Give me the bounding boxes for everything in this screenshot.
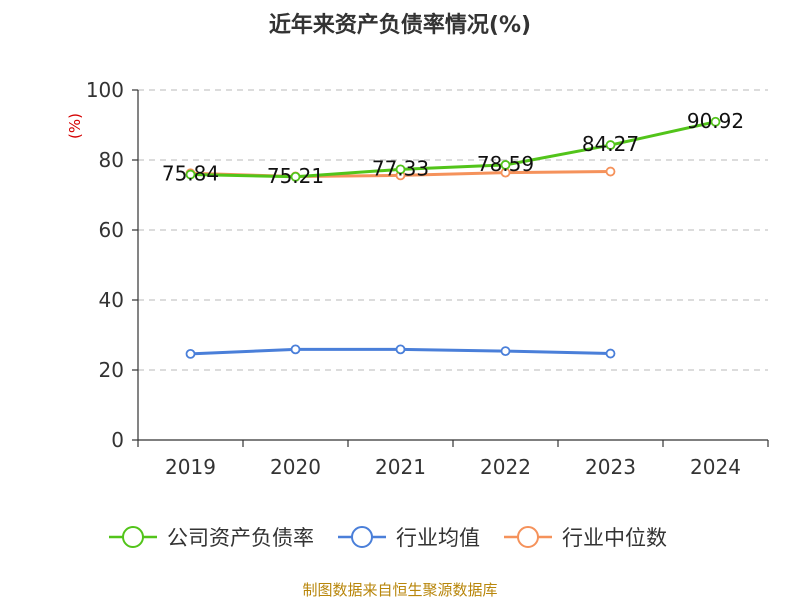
y-tick-label: 60 xyxy=(99,218,124,242)
legend-marker-icon xyxy=(351,526,373,548)
data-point xyxy=(500,346,511,357)
series-line xyxy=(189,120,717,179)
legend-label: 行业均值 xyxy=(396,526,480,550)
data-label: 77.33 xyxy=(372,156,429,180)
data-point xyxy=(710,116,721,127)
y-tick-label: 0 xyxy=(111,428,124,452)
data-label: 75.84 xyxy=(162,162,219,186)
legend-marker-icon xyxy=(517,526,539,548)
legend-item: 行业中位数 xyxy=(504,526,667,550)
x-tick-label: 2022 xyxy=(480,455,531,479)
data-point xyxy=(605,140,616,150)
data-label: 78.59 xyxy=(477,152,534,176)
data-labels: 75.84 75.21 77.33 78.59 84.27 90.92 xyxy=(162,109,744,188)
legend-marker-icon xyxy=(122,526,144,548)
legend-label: 公司资产负债率 xyxy=(167,526,314,550)
data-point xyxy=(605,348,616,359)
series-lines xyxy=(185,116,721,359)
data-point xyxy=(185,169,196,180)
data-point xyxy=(290,344,301,355)
data-point xyxy=(395,344,406,355)
data-point xyxy=(290,171,301,182)
x-tick-label: 2019 xyxy=(165,455,216,479)
data-point xyxy=(500,160,511,170)
data-label: 90.92 xyxy=(687,109,744,133)
source-note: 制图数据来自恒生聚源数据库 xyxy=(302,581,497,599)
y-axis-label: (%) xyxy=(66,113,84,139)
y-tick-label: 100 xyxy=(86,78,124,102)
data-label: 84.27 xyxy=(582,132,639,156)
legend-item: 行业均值 xyxy=(338,526,480,550)
legend-item: 公司资产负债率 xyxy=(109,526,314,550)
data-point xyxy=(185,348,196,359)
y-tick-label: 20 xyxy=(99,358,124,382)
y-tick-label: 80 xyxy=(99,148,124,172)
legend: 公司资产负债率 行业均值 行业中位数 xyxy=(109,526,667,550)
x-tick-label: 2021 xyxy=(375,455,426,479)
data-point xyxy=(395,164,406,175)
axes: 0 20 40 60 80 100 2019 2020 2021 2022 2023 2024 xyxy=(86,78,769,479)
data-label: 75.21 xyxy=(267,164,324,188)
x-tick-label: 2020 xyxy=(270,455,321,479)
x-tick-label: 2024 xyxy=(690,455,741,479)
grid-lines xyxy=(138,89,768,371)
legend-label: 行业中位数 xyxy=(562,526,667,550)
data-point xyxy=(605,166,616,177)
y-tick-label: 40 xyxy=(99,288,124,312)
x-tick-label: 2023 xyxy=(585,455,636,479)
chart-title: 近年来资产负债率情况(%) xyxy=(269,12,531,38)
